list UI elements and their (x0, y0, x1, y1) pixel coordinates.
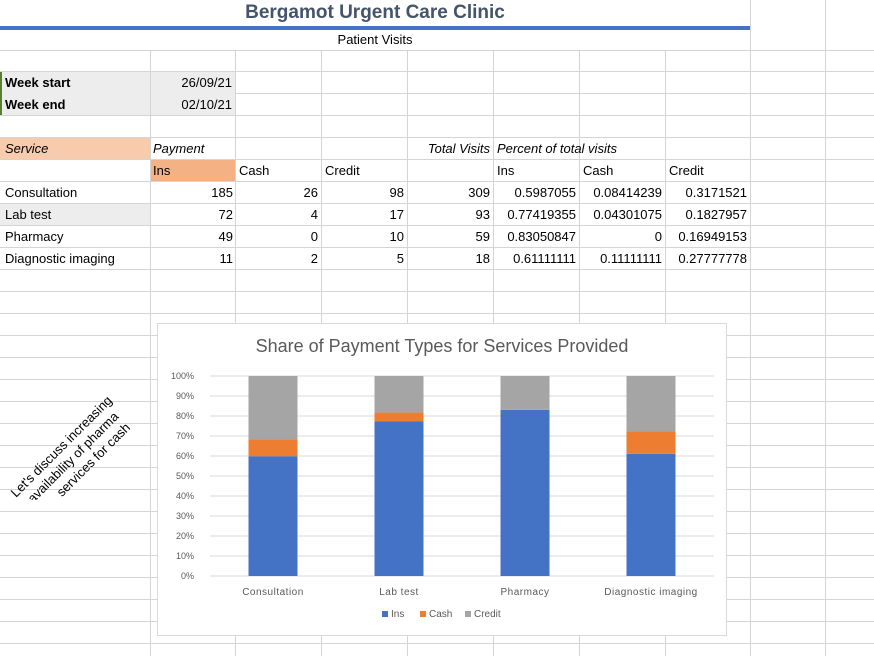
table-cell-cash[interactable]: 0 (310, 229, 318, 244)
table-cell-pct-ins[interactable]: 0.83050847 (507, 229, 576, 244)
bar-ins-diagnostic-imaging (626, 453, 676, 576)
y-tick-label: 40% (176, 491, 194, 501)
bar-ins-lab-test (374, 421, 424, 576)
table-cell-cash[interactable]: 26 (303, 185, 318, 200)
total-visits-header[interactable]: Total Visits (427, 141, 490, 156)
table-cell-pct-ins[interactable]: 0.77419355 (507, 207, 576, 222)
table-cell-cash[interactable]: 4 (310, 207, 318, 222)
table-cell-pct-ins[interactable]: 0.5987055 (514, 185, 576, 200)
page-title: Bergamot Urgent Care Clinic (245, 2, 505, 23)
table-cell-ins[interactable]: 185 (211, 185, 233, 200)
table-cell-total[interactable]: 59 (475, 229, 490, 244)
legend-label-cash: Cash (429, 609, 452, 620)
table-cell-credit[interactable]: 17 (389, 207, 404, 222)
table-cell-pct-credit[interactable]: 0.3171521 (685, 185, 747, 200)
x-tick-label: Lab test (379, 587, 419, 598)
week-end-label[interactable]: Week end (5, 97, 66, 112)
table-cell-total[interactable]: 18 (475, 251, 490, 266)
table-cell-cash[interactable]: 2 (310, 251, 318, 266)
legend-swatch-credit (465, 611, 471, 617)
table-cell-pct-credit[interactable]: 0.1827957 (685, 207, 747, 222)
page-subtitle: Patient Visits (337, 32, 413, 47)
sub-header-pct-credit[interactable]: Credit (669, 163, 704, 178)
percent-header[interactable]: Percent of total visits (497, 141, 617, 156)
stacked-bar-chart[interactable]: Share of Payment Types for Services Prov… (157, 323, 727, 636)
y-tick-label: 60% (176, 451, 194, 461)
table-cell-ins[interactable]: 49 (218, 229, 233, 244)
table-row-service[interactable]: Consultation (5, 185, 78, 200)
y-tick-label: 100% (171, 371, 194, 381)
bar-credit-lab-test (374, 376, 424, 413)
x-tick-label: Pharmacy (500, 587, 549, 598)
y-tick-label: 0% (181, 571, 194, 581)
chart-title: Share of Payment Types for Services Prov… (256, 336, 629, 356)
y-tick-label: 10% (176, 551, 194, 561)
table-cell-pct-cash[interactable]: 0.08414239 (593, 185, 662, 200)
sub-header-credit[interactable]: Credit (325, 163, 360, 178)
week-end-value[interactable]: 02/10/21 (181, 97, 232, 112)
table-cell-ins[interactable]: 11 (219, 251, 234, 266)
table-cell-credit[interactable]: 98 (389, 185, 404, 200)
sub-header-pct-ins[interactable]: Ins (497, 163, 515, 178)
bar-ins-consultation (248, 456, 298, 576)
week-start-label[interactable]: Week start (5, 75, 71, 90)
legend-label-ins: Ins (391, 609, 404, 620)
y-tick-label: 70% (176, 431, 194, 441)
sub-header-pct-cash[interactable]: Cash (583, 163, 614, 178)
table-cell-pct-credit[interactable]: 0.16949153 (678, 229, 747, 244)
table-row-service[interactable]: Lab test (5, 207, 52, 222)
bar-credit-consultation (248, 376, 298, 440)
y-tick-label: 80% (176, 411, 194, 421)
table-row-service[interactable]: Pharmacy (5, 229, 64, 244)
service-header[interactable]: Service (5, 141, 49, 156)
legend-swatch-cash (420, 611, 426, 617)
sub-header-ins[interactable]: Ins (153, 163, 171, 178)
table-cell-pct-credit[interactable]: 0.27777778 (678, 251, 747, 266)
chart-canvas: Share of Payment Types for Services Prov… (171, 336, 714, 620)
green-border (0, 72, 2, 115)
y-tick-label: 50% (176, 471, 194, 481)
payment-header[interactable]: Payment (153, 141, 205, 156)
legend-swatch-ins (382, 611, 388, 617)
bar-cash-consultation (248, 439, 298, 457)
table-cell-credit[interactable]: 5 (396, 251, 404, 266)
x-tick-label: Diagnostic imaging (604, 587, 698, 598)
week-start-value[interactable]: 26/09/21 (181, 75, 232, 90)
y-tick-label: 90% (176, 391, 194, 401)
table-cell-pct-cash[interactable]: 0 (654, 229, 662, 244)
table-cell-credit[interactable]: 10 (389, 229, 404, 244)
lab-row-fill (0, 204, 150, 225)
table-cell-pct-cash[interactable]: 0.04301075 (593, 207, 662, 222)
legend-label-credit: Credit (474, 609, 501, 620)
bar-cash-lab-test (374, 412, 424, 422)
y-tick-label: 20% (176, 531, 194, 541)
bar-cash-diagnostic-imaging (626, 431, 676, 454)
x-tick-label: Consultation (242, 587, 304, 598)
title-rule (0, 26, 750, 30)
bar-credit-pharmacy (500, 376, 550, 410)
ins-header-fill (151, 160, 235, 181)
bar-credit-diagnostic-imaging (626, 376, 676, 432)
table-cell-ins[interactable]: 72 (218, 207, 233, 222)
table-cell-total[interactable]: 93 (475, 207, 490, 222)
week-value-fill (151, 72, 235, 115)
table-cell-total[interactable]: 309 (468, 185, 490, 200)
table-cell-pct-ins[interactable]: 0.61111111 (513, 251, 576, 266)
sub-header-cash[interactable]: Cash (239, 163, 270, 178)
service-header-fill (0, 138, 150, 159)
week-label-fill (0, 72, 150, 115)
table-row-service[interactable]: Diagnostic imaging (5, 251, 115, 266)
bar-ins-pharmacy (500, 409, 550, 576)
table-cell-pct-cash[interactable]: 0.11111111 (600, 251, 662, 266)
y-tick-label: 30% (176, 511, 194, 521)
